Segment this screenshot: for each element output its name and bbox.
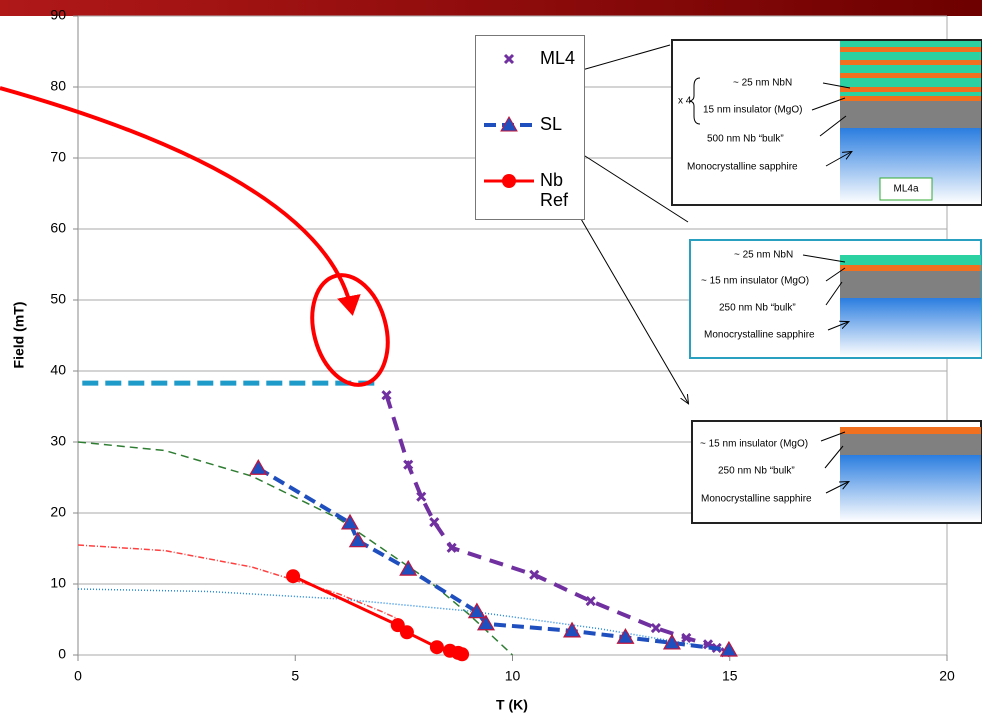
marker bbox=[381, 390, 392, 401]
x-tick-label: 5 bbox=[291, 668, 299, 684]
inset-text: ~ 15 nm insulator (MgO) bbox=[700, 439, 808, 450]
marker-x bbox=[416, 491, 427, 502]
inset-text: Monocrystalline sapphire bbox=[704, 330, 815, 341]
marker bbox=[650, 622, 661, 634]
marker bbox=[286, 569, 301, 584]
marker-x bbox=[650, 622, 661, 634]
marker bbox=[719, 640, 738, 657]
fit-curve bbox=[77, 588, 730, 652]
inset-text: ~ 25 nm NbN bbox=[733, 78, 792, 89]
inset: ~ 25 nm NbN ~ 15 nm insulator (MgO) 250 … bbox=[689, 239, 982, 359]
marker bbox=[585, 595, 596, 607]
marker bbox=[455, 647, 470, 662]
fit-curve bbox=[77, 441, 514, 656]
y-tick-label: 10 bbox=[50, 575, 66, 591]
legend-marker bbox=[502, 174, 516, 188]
inset-text: 250 nm Nb “bulk” bbox=[718, 466, 795, 477]
x-tick-label: 0 bbox=[74, 668, 82, 684]
marker bbox=[403, 459, 414, 470]
legend-label: Nb Ref bbox=[540, 170, 569, 210]
y-tick-label: 0 bbox=[58, 646, 66, 662]
banner bbox=[0, 0, 982, 16]
marker-x bbox=[446, 542, 457, 553]
marker bbox=[476, 614, 496, 631]
marker-x bbox=[529, 569, 540, 580]
legend-marker bbox=[500, 115, 518, 132]
x-tick-label: 20 bbox=[939, 668, 955, 684]
legend: ML4 SL Nb Ref bbox=[475, 35, 585, 220]
marker bbox=[399, 559, 418, 576]
marker bbox=[446, 542, 457, 553]
legend-label: SL bbox=[540, 114, 563, 134]
y-tick-label: 20 bbox=[50, 504, 66, 520]
inset-text: 250 nm Nb “bulk” bbox=[719, 303, 796, 314]
inset-text: ~ 25 nm NbN bbox=[734, 250, 793, 261]
marker bbox=[681, 632, 692, 644]
y-axis-title: Field (mT) bbox=[11, 302, 27, 369]
y-tick-label: 90 bbox=[50, 7, 66, 23]
marker-x bbox=[681, 632, 692, 644]
annotation-ellipse bbox=[310, 273, 390, 387]
fit-curve bbox=[77, 544, 405, 623]
inset-text: 15 nm insulator (MgO) bbox=[703, 105, 802, 116]
y-tick-label: 30 bbox=[50, 433, 66, 449]
marker-x bbox=[381, 390, 392, 401]
inset-tag: ML4a bbox=[893, 184, 918, 195]
annotation-arrow bbox=[0, 86, 361, 316]
y-tick-label: 50 bbox=[50, 291, 66, 307]
inset-text: 500 nm Nb “bulk” bbox=[707, 134, 784, 145]
marker bbox=[399, 625, 414, 640]
legend-label: ML4 bbox=[540, 48, 576, 68]
marker bbox=[416, 491, 427, 502]
inset: x 4 ~ 25 nm NbN 15 nm insulator (MgO) 50… bbox=[671, 39, 982, 206]
marker bbox=[616, 628, 635, 644]
marker bbox=[348, 531, 367, 548]
legend-marker bbox=[503, 53, 515, 65]
series-line bbox=[257, 466, 730, 652]
marker-x bbox=[403, 459, 414, 470]
marker bbox=[340, 513, 360, 530]
y-tick-label: 70 bbox=[50, 149, 66, 165]
x-tick-label: 10 bbox=[505, 668, 521, 684]
marker bbox=[562, 621, 582, 638]
marker bbox=[249, 459, 268, 475]
inset-text: Monocrystalline sapphire bbox=[687, 162, 798, 173]
inset-text: ~ 15 nm insulator (MgO) bbox=[701, 276, 809, 287]
inset-text: x 4 bbox=[678, 96, 692, 107]
x-tick-label: 15 bbox=[722, 668, 738, 684]
inset-text: Monocrystalline sapphire bbox=[701, 494, 812, 505]
marker bbox=[529, 569, 540, 580]
marker-x bbox=[585, 595, 596, 607]
marker bbox=[429, 640, 444, 655]
y-tick-label: 80 bbox=[50, 78, 66, 94]
x-axis-title: T (K) bbox=[496, 697, 528, 713]
y-tick-label: 40 bbox=[50, 362, 66, 378]
legend-swatches bbox=[484, 53, 534, 188]
y-tick-label: 60 bbox=[50, 220, 66, 236]
marker-x bbox=[429, 517, 440, 528]
marker bbox=[467, 602, 486, 619]
marker bbox=[662, 633, 681, 650]
inset: ~ 15 nm insulator (MgO) 250 nm Nb “bulk”… bbox=[691, 420, 982, 524]
marker bbox=[429, 517, 440, 528]
